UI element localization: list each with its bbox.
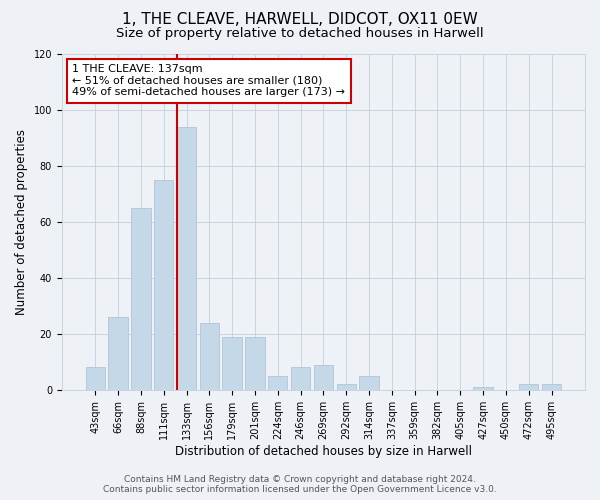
Bar	[109, 317, 128, 390]
Bar	[519, 384, 538, 390]
Text: Contains HM Land Registry data © Crown copyright and database right 2024.
Contai: Contains HM Land Registry data © Crown c…	[103, 474, 497, 494]
Bar	[314, 364, 333, 390]
Bar	[268, 376, 287, 390]
Bar	[359, 376, 379, 390]
Y-axis label: Number of detached properties: Number of detached properties	[15, 129, 28, 315]
Text: 1 THE CLEAVE: 137sqm
← 51% of detached houses are smaller (180)
49% of semi-deta: 1 THE CLEAVE: 137sqm ← 51% of detached h…	[72, 64, 345, 98]
Bar	[86, 368, 105, 390]
Bar	[131, 208, 151, 390]
Bar	[245, 336, 265, 390]
Bar	[200, 322, 219, 390]
X-axis label: Distribution of detached houses by size in Harwell: Distribution of detached houses by size …	[175, 444, 472, 458]
Bar	[291, 368, 310, 390]
Bar	[473, 387, 493, 390]
Bar	[542, 384, 561, 390]
Bar	[177, 127, 196, 390]
Text: Size of property relative to detached houses in Harwell: Size of property relative to detached ho…	[116, 28, 484, 40]
Bar	[154, 180, 173, 390]
Bar	[223, 336, 242, 390]
Bar	[337, 384, 356, 390]
Text: 1, THE CLEAVE, HARWELL, DIDCOT, OX11 0EW: 1, THE CLEAVE, HARWELL, DIDCOT, OX11 0EW	[122, 12, 478, 28]
